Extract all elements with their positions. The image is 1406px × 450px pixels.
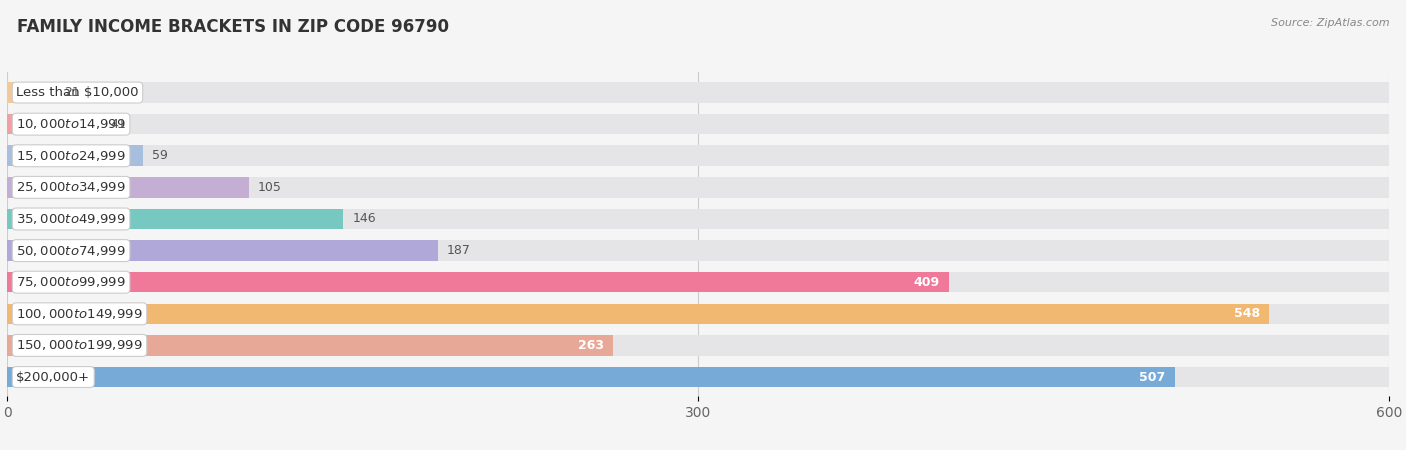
- Text: 59: 59: [152, 149, 169, 162]
- Text: 105: 105: [259, 181, 283, 194]
- Text: FAMILY INCOME BRACKETS IN ZIP CODE 96790: FAMILY INCOME BRACKETS IN ZIP CODE 96790: [17, 18, 449, 36]
- Text: 263: 263: [578, 339, 603, 352]
- Text: $35,000 to $49,999: $35,000 to $49,999: [17, 212, 127, 226]
- Text: $50,000 to $74,999: $50,000 to $74,999: [17, 243, 127, 257]
- Bar: [7, 335, 613, 356]
- Bar: [7, 209, 1389, 229]
- Text: 21: 21: [65, 86, 80, 99]
- Bar: [7, 240, 437, 261]
- Text: 187: 187: [447, 244, 471, 257]
- Text: 146: 146: [353, 212, 377, 225]
- Text: $150,000 to $199,999: $150,000 to $199,999: [17, 338, 143, 352]
- Text: $200,000+: $200,000+: [17, 370, 90, 383]
- Bar: [7, 82, 1389, 103]
- Text: 41: 41: [111, 117, 127, 130]
- Text: $10,000 to $14,999: $10,000 to $14,999: [17, 117, 127, 131]
- Text: $15,000 to $24,999: $15,000 to $24,999: [17, 149, 127, 163]
- Bar: [7, 272, 1389, 292]
- Text: Source: ZipAtlas.com: Source: ZipAtlas.com: [1271, 18, 1389, 28]
- Bar: [7, 114, 101, 135]
- Text: $100,000 to $149,999: $100,000 to $149,999: [17, 307, 143, 321]
- Bar: [7, 367, 1389, 387]
- Bar: [7, 145, 143, 166]
- Text: $75,000 to $99,999: $75,000 to $99,999: [17, 275, 127, 289]
- Bar: [7, 304, 1270, 324]
- Bar: [7, 272, 949, 292]
- Bar: [7, 367, 1175, 387]
- Bar: [7, 145, 1389, 166]
- Bar: [7, 177, 1389, 198]
- Text: 507: 507: [1139, 370, 1166, 383]
- Bar: [7, 209, 343, 229]
- Bar: [7, 114, 1389, 135]
- Bar: [7, 240, 1389, 261]
- Text: Less than $10,000: Less than $10,000: [17, 86, 139, 99]
- Text: $25,000 to $34,999: $25,000 to $34,999: [17, 180, 127, 194]
- Text: 409: 409: [914, 276, 941, 289]
- Bar: [7, 304, 1389, 324]
- Bar: [7, 335, 1389, 356]
- Bar: [7, 82, 55, 103]
- Bar: [7, 177, 249, 198]
- Text: 548: 548: [1234, 307, 1260, 320]
